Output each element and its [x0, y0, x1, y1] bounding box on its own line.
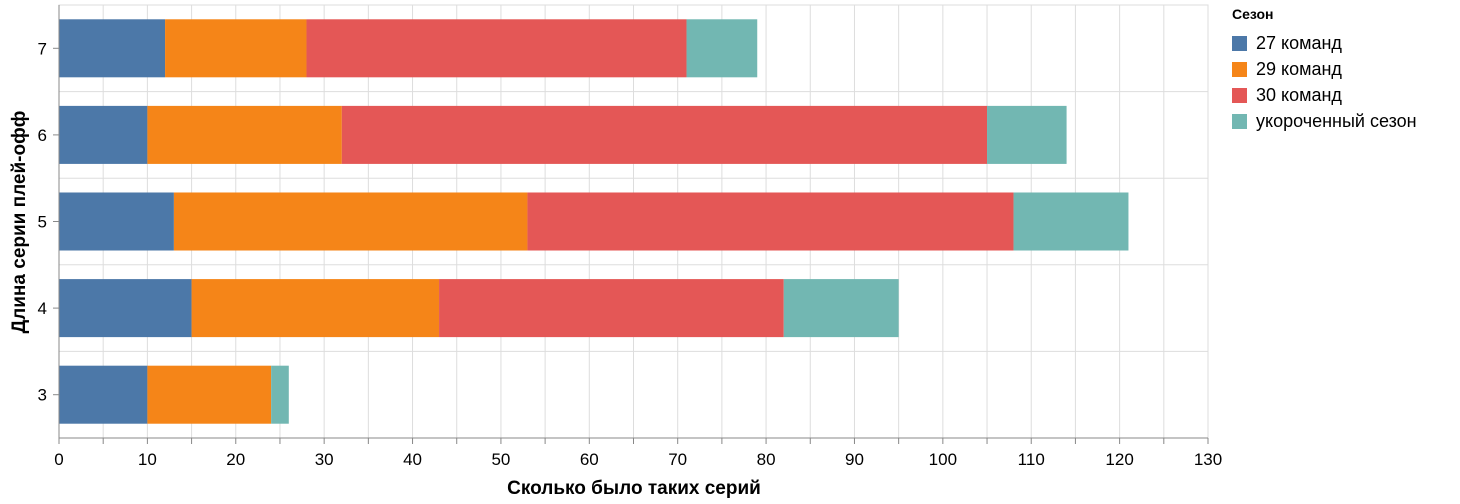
legend-label: 27 команд	[1256, 32, 1342, 53]
legend-swatch	[1232, 113, 1247, 129]
x-tick-label: 0	[54, 450, 63, 469]
bar-segment	[147, 105, 342, 164]
bar-segment	[59, 105, 148, 164]
x-tick-label: 90	[845, 450, 864, 469]
x-tick-label: 30	[315, 450, 334, 469]
bar-segment	[59, 365, 148, 424]
bar-segment	[987, 105, 1067, 164]
y-tick-label: 5	[38, 213, 47, 232]
x-tick-label: 10	[138, 450, 157, 469]
bar-segment	[341, 105, 988, 164]
bar-segment	[173, 192, 528, 251]
bar-segment	[439, 279, 784, 338]
y-tick-label: 6	[38, 126, 47, 145]
legend-items: 27 команд 29 команд 30 команд укороченный с…	[1232, 30, 1417, 134]
x-axis-title: Сколько было таких серий	[507, 478, 761, 499]
bar-segment	[686, 19, 758, 78]
bar-segment	[306, 19, 687, 78]
x-tick-label: 110	[1018, 450, 1045, 469]
bar-segment	[147, 365, 272, 424]
legend-item[interactable]: 30 команд	[1232, 82, 1417, 108]
bar-segment	[191, 279, 440, 338]
legend: Сезон 27 команд 29 команд 30 команд укороче…	[1232, 6, 1417, 134]
legend-item[interactable]: укороченный сезон	[1232, 108, 1417, 134]
bar-segment	[271, 365, 289, 424]
x-tick-label: 20	[226, 450, 245, 469]
legend-label: укороченный сезон	[1256, 110, 1417, 131]
x-tick-label: 120	[1105, 450, 1133, 469]
bar-segment	[59, 19, 166, 78]
axes: 0 10 20 30 40 50 60 70 80 90 100 110 120 130 7 6 5 4 3	[38, 5, 1222, 469]
legend-swatch	[1232, 87, 1247, 103]
legend-label: 30 команд	[1256, 84, 1342, 105]
legend-label: 29 команд	[1256, 58, 1342, 79]
x-tick-label: 60	[580, 450, 599, 469]
legend-item[interactable]: 27 команд	[1232, 30, 1417, 56]
bar-segment	[783, 279, 899, 338]
bar-segment	[59, 279, 192, 338]
x-tick-label: 80	[757, 450, 776, 469]
y-axis-title: Длина серии плей-офф	[9, 111, 30, 334]
x-tick-label: 40	[403, 450, 422, 469]
x-tick-label: 100	[929, 450, 957, 469]
legend-item[interactable]: 29 команд	[1232, 56, 1417, 82]
legend-title: Сезон	[1232, 6, 1274, 22]
y-tick-label: 7	[38, 39, 47, 58]
y-tick-label: 3	[38, 386, 47, 405]
bars	[59, 19, 1129, 424]
bar-segment	[1013, 192, 1129, 251]
x-tick-label: 130	[1194, 450, 1222, 469]
x-tick-label: 70	[668, 450, 687, 469]
bar-segment	[527, 192, 1014, 251]
legend-swatch	[1232, 35, 1247, 51]
bar-segment	[59, 192, 174, 251]
x-tick-label: 50	[491, 450, 510, 469]
bar-segment	[165, 19, 307, 78]
y-tick-label: 4	[38, 299, 47, 318]
legend-swatch	[1232, 61, 1247, 77]
